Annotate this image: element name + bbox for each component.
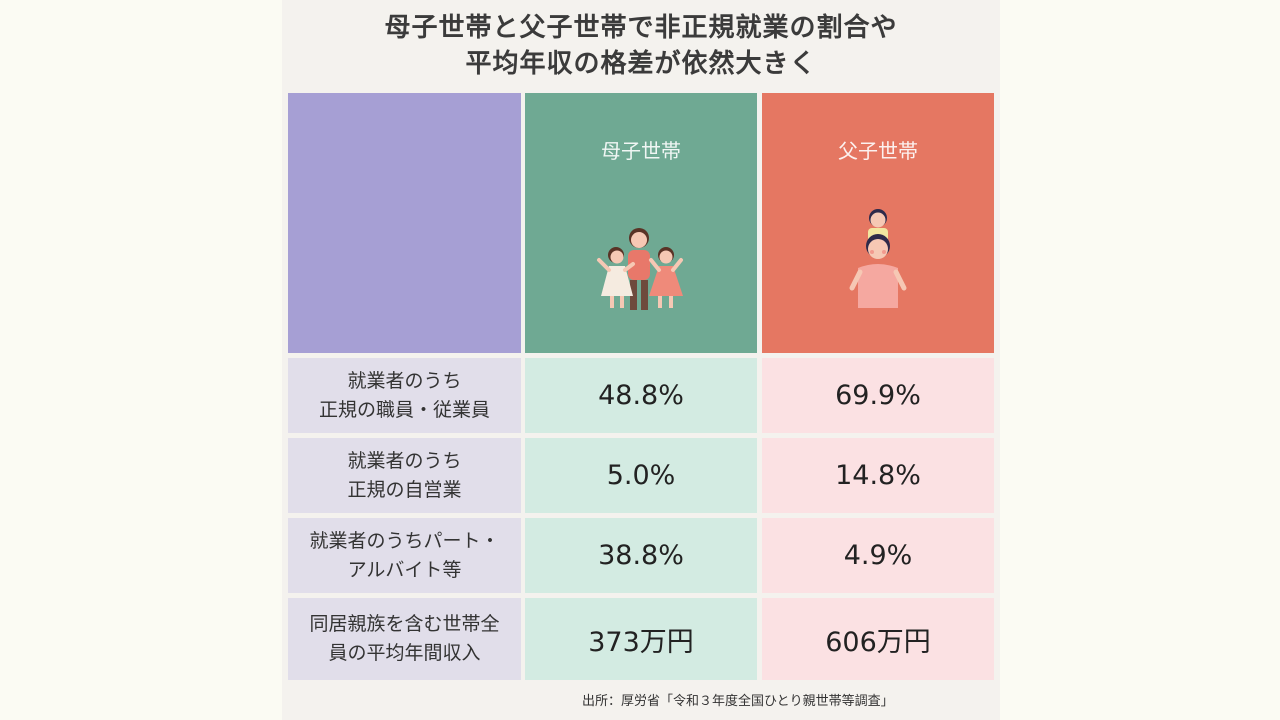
mother-column-header: 母子世帯: [525, 93, 757, 353]
row-label-line: 正規の自営業: [347, 478, 462, 501]
father-carrying-child-illustration: [849, 209, 907, 308]
row-label-line: 就業者のうち: [347, 449, 462, 472]
father-column-header: 父子世帯: [762, 93, 994, 353]
chart-title: 母子世帯と父子世帯で非正規就業の割合や 平均年収の格差が依然大きく: [282, 10, 1000, 82]
source-note: 出所：厚労省「令和３年度全国ひとり親世帯等調査」: [582, 694, 894, 709]
mother-column-label: 母子世帯: [601, 139, 681, 163]
mother-value-cell: 48.8%: [525, 358, 757, 433]
mother-with-two-daughters-illustration: [597, 228, 683, 310]
row-label-household-income: 同居親族を含む世帯全 員の平均年間収入: [288, 598, 521, 680]
father-value-cell: 69.9%: [762, 358, 994, 433]
father-value-cell: 4.9%: [762, 518, 994, 593]
mother-value-cell: 5.0%: [525, 438, 757, 513]
mother-value-cell: 38.8%: [525, 518, 757, 593]
title-line-2: 平均年収の格差が依然大きく: [465, 49, 817, 79]
row-label-line: 正規の職員・従業員: [318, 398, 490, 421]
father-value-cell: 14.8%: [762, 438, 994, 513]
row-label-line: アルバイト等: [347, 558, 462, 581]
row-label-line: 同居親族を含む世帯全: [309, 613, 500, 635]
row-label-self-employed: 就業者のうち 正規の自営業: [288, 438, 521, 513]
row-label-regular-employees: 就業者のうち 正規の職員・従業員: [288, 358, 521, 433]
title-line-1: 母子世帯と父子世帯で非正規就業の割合や: [384, 13, 898, 43]
row-label-line: 就業者のうち: [347, 369, 462, 392]
father-value-cell: 606万円: [762, 598, 994, 680]
row-label-line: 就業者のうちパート・: [309, 529, 500, 552]
row-label-part-time: 就業者のうちパート・ アルバイト等: [288, 518, 521, 593]
infographic-card: 母子世帯と父子世帯で非正規就業の割合や 平均年収の格差が依然大きく 母子世帯: [282, 0, 1000, 720]
row-label-line: 員の平均年間収入: [328, 642, 481, 664]
mother-value-cell: 373万円: [525, 598, 757, 680]
father-column-label: 父子世帯: [838, 139, 918, 163]
table-corner-cell: [288, 93, 521, 353]
